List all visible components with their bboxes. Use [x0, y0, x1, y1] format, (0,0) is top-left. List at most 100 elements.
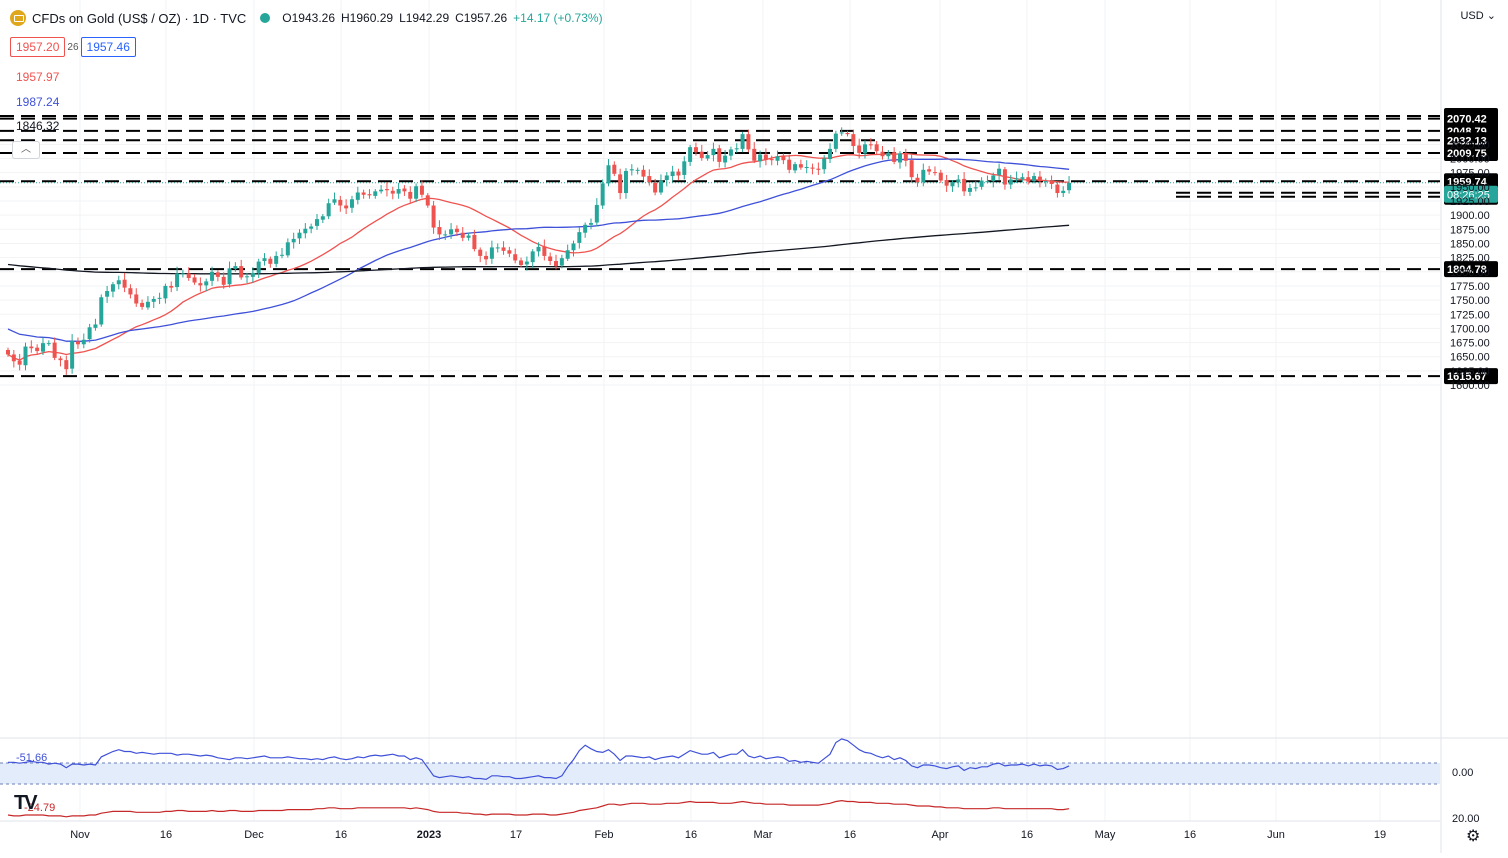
level-tag [1444, 132, 1498, 149]
price-axis: 1600.00 1625.00 1650.00 1675.00 1700.00 1725.… [1440, 0, 1490, 853]
candle-body [594, 204, 599, 223]
price-tick-label: 1825.00 [1450, 253, 1490, 265]
time-tick-label: May [1095, 829, 1116, 841]
currency-selector[interactable]: USD ⌄ [1460, 10, 1496, 22]
level-label: 2070.42 [1447, 114, 1487, 126]
candle-body [373, 191, 378, 196]
candle-body [647, 176, 652, 183]
time-tick-label: 16 [160, 829, 172, 841]
candle-body [589, 223, 593, 225]
candle-body [367, 194, 372, 196]
candle-body [583, 224, 588, 233]
time-tick-label: 16 [844, 829, 856, 841]
tradingview-logo-icon[interactable]: TV [14, 792, 38, 814]
level-tag [1444, 368, 1498, 385]
symbol-title[interactable]: CFDs on Gold (US$ / OZ) · 1D · TVC [32, 10, 247, 26]
candle-body [227, 268, 232, 285]
candle-body [740, 134, 745, 149]
price-tick-label: 1625.00 [1450, 366, 1490, 378]
level-tag [1444, 110, 1498, 127]
candle-body [198, 283, 203, 286]
candle-body [822, 158, 827, 170]
candle-body [915, 177, 920, 183]
price-tick-label: 1925.00 [1450, 196, 1490, 208]
candle-body [484, 255, 489, 260]
candle-body [495, 247, 500, 249]
ask-button[interactable]: 1957.46 [80, 37, 136, 57]
close-value: C1957.26 [455, 11, 508, 25]
osc-lower-label: -24.79 [24, 802, 55, 814]
candle-body [402, 188, 407, 192]
candle-body [956, 179, 961, 183]
candle-body [355, 192, 360, 200]
time-tick-label: 19 [1374, 829, 1386, 841]
candle-body [758, 154, 763, 162]
candle-body [390, 190, 395, 194]
candle-body [309, 226, 314, 229]
candle-body [221, 276, 226, 285]
candle-body [52, 342, 57, 358]
candle-body [449, 229, 454, 235]
candle-body [99, 297, 104, 325]
candle-body [886, 152, 891, 157]
candle-body [612, 164, 617, 174]
gear-icon[interactable]: ⚙ [1466, 828, 1481, 845]
candle-body [524, 261, 529, 265]
candle-body [641, 169, 646, 177]
candle-body [180, 273, 185, 275]
candle-body [962, 178, 967, 192]
candle-body [210, 271, 215, 281]
candle-body [693, 147, 698, 153]
chevron-down-icon: ⌄ [1486, 10, 1496, 22]
candle-body [140, 302, 145, 307]
candle-body [997, 168, 1002, 175]
candle-body [565, 250, 570, 259]
candle-body [752, 148, 757, 161]
spread-value: 26 [67, 41, 79, 53]
candle-body [11, 354, 16, 362]
candle-body [419, 185, 424, 195]
candle-body [1055, 184, 1060, 194]
candle-body [548, 256, 553, 262]
candle-body [804, 166, 809, 168]
candle-body [833, 133, 838, 149]
candle-body [897, 153, 902, 163]
candle-body [349, 199, 354, 208]
candle-body [70, 340, 75, 369]
level-label: 1615.67 [1447, 371, 1487, 383]
candle-body [384, 189, 389, 191]
candle-body [40, 343, 45, 352]
candle-body [6, 349, 10, 355]
candle-body [816, 168, 821, 170]
candle-body [723, 155, 728, 163]
time-tick-label: 16 [335, 829, 347, 841]
candle-body [536, 246, 541, 252]
price-tick-label: 1725.00 [1450, 309, 1490, 321]
candle-body [361, 192, 366, 195]
candle-body [250, 272, 255, 277]
time-tick-label: 16 [1021, 829, 1033, 841]
bid-button[interactable]: 1957.20 [10, 37, 66, 57]
time-tick-label: 16 [685, 829, 697, 841]
price-tick-label: 1650.00 [1450, 352, 1490, 364]
collapse-legend-icon[interactable]: ︿ [12, 141, 40, 159]
support-resistance-levels: 2075.142070.422048.792032.132009.751959.… [0, 107, 1498, 385]
price-tick-label: 1750.00 [1450, 295, 1490, 307]
candle-body [1061, 190, 1066, 194]
level-tag [1444, 144, 1498, 161]
osc-tick-label: 20.00 [1452, 813, 1480, 825]
candle-body [280, 254, 285, 256]
countdown-tag [1444, 185, 1498, 203]
candle-body [414, 186, 419, 199]
candle-body [192, 277, 197, 283]
candle-body [559, 258, 564, 266]
candle-body [116, 280, 121, 285]
market-status-icon [260, 13, 271, 23]
price-tick-label: 1600.00 [1450, 380, 1490, 392]
osc-red-line [7, 799, 1070, 818]
candle-body [1002, 169, 1007, 185]
price-tick-label: 1875.00 [1450, 224, 1490, 236]
candle-body [1020, 177, 1025, 179]
